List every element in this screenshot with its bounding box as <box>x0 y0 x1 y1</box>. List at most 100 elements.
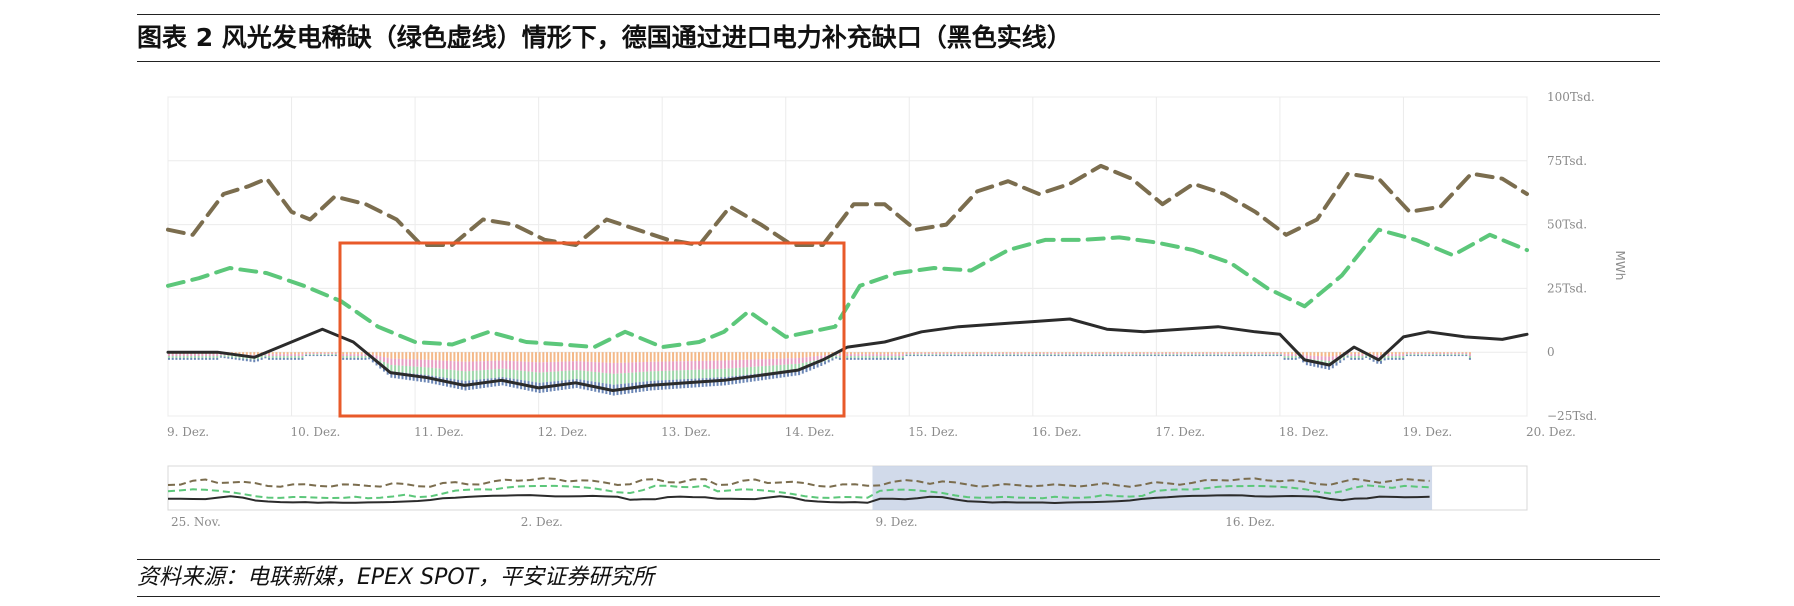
x-tick-label: 9. Dez. <box>167 425 209 439</box>
mix-bar-segment <box>972 352 975 354</box>
mix-bar-segment <box>1265 353 1268 355</box>
mix-bar-segment <box>801 362 804 369</box>
mix-bar-segment <box>334 353 337 355</box>
mix-bar-segment <box>731 368 734 377</box>
mix-bar-segment <box>1417 355 1420 357</box>
mix-bar-segment <box>975 354 978 356</box>
mix-bar-segment <box>1457 353 1460 355</box>
mix-bar-segment <box>275 354 278 357</box>
mix-bar-segment <box>924 352 927 354</box>
mix-bar-segment <box>775 352 778 359</box>
mix-bar-segment <box>568 361 571 371</box>
mix-bar-segment <box>357 357 360 360</box>
navigator-tick-label: 9. Dez. <box>875 515 917 529</box>
mix-bar-segment <box>568 370 571 380</box>
mix-bar-segment <box>379 356 382 361</box>
mix-bar-segment <box>1131 355 1134 357</box>
mix-bar-segment <box>668 370 671 380</box>
mix-bar-segment <box>182 354 185 357</box>
mix-bar-segment <box>883 356 886 358</box>
mix-bar-segment <box>316 354 319 356</box>
mix-bar-segment <box>305 352 308 354</box>
renewables-dashed-line <box>166 227 1529 350</box>
mix-bar-segment <box>968 354 971 356</box>
mix-bar-segment <box>1109 354 1112 356</box>
mix-bar-segment <box>1235 352 1238 354</box>
mix-bar-segment <box>1027 352 1030 354</box>
mix-bar-segment <box>1242 353 1245 355</box>
mix-bar-segment <box>523 361 526 372</box>
mix-bar-segment <box>790 352 793 359</box>
mix-bar-segment <box>1220 353 1223 355</box>
mix-bar-segment <box>942 353 945 355</box>
mix-bar-segment <box>1442 355 1445 357</box>
mix-bar-segment <box>1465 352 1468 354</box>
mix-bar-segment <box>712 352 715 361</box>
mix-bar-segment <box>357 354 360 357</box>
mix-bar-segment <box>701 352 704 361</box>
mix-bar-segment <box>390 352 393 359</box>
mix-bar-segment <box>653 361 656 372</box>
mix-bar-segment <box>1061 355 1064 357</box>
mix-bar-segment <box>1324 352 1327 357</box>
mix-bar-segment <box>305 353 308 355</box>
mix-bar-segment <box>786 364 789 371</box>
mix-bar-segment <box>1424 353 1427 355</box>
mix-bar-segment <box>438 368 441 377</box>
mix-bar-segment <box>657 352 660 362</box>
mix-bar-segment <box>824 352 827 356</box>
mix-bar-segment <box>853 352 856 355</box>
mix-bar-segment <box>1094 352 1097 354</box>
mix-bar-segment <box>1087 355 1090 357</box>
mix-bar-segment <box>234 352 237 355</box>
mix-bar-segment <box>1294 352 1297 355</box>
mix-bar-segment <box>861 357 864 360</box>
mix-bar-segment <box>805 362 808 368</box>
mix-bar-segment <box>1272 355 1275 357</box>
mix-bar-segment <box>1124 355 1127 357</box>
x-tick-label: 20. Dez. <box>1526 425 1576 439</box>
mix-bar-segment <box>531 362 534 372</box>
mix-bar-segment <box>801 352 804 358</box>
mix-bar-segment <box>1220 355 1223 357</box>
mix-bar-segment <box>820 355 823 360</box>
mix-bar-segment <box>464 352 467 362</box>
mix-bar-segment <box>1409 354 1412 356</box>
mix-bar-segment <box>1357 356 1360 358</box>
mix-bar-segment <box>683 361 686 371</box>
mix-bar-segment <box>1087 354 1090 356</box>
mix-bar-segment <box>375 355 378 359</box>
mix-bar-segment <box>560 361 563 372</box>
mix-bar-segment <box>994 353 997 355</box>
mix-bar-segment <box>1035 353 1038 355</box>
mix-bar-segment <box>1176 355 1179 357</box>
mix-bar-segment <box>1398 357 1401 360</box>
y-tick-label: 25Tsd. <box>1547 281 1587 295</box>
mix-bar-segment <box>1083 354 1086 356</box>
mix-bar-segment <box>571 361 574 371</box>
mix-bar-segment <box>931 352 934 354</box>
mix-bar-segment <box>838 357 841 360</box>
mix-bar-segment <box>1313 355 1316 360</box>
mix-bar-segment <box>1076 353 1079 355</box>
mix-bar-segment <box>1250 354 1253 356</box>
mix-bar-segment <box>1183 355 1186 357</box>
mix-bar-segment <box>1239 354 1242 356</box>
mix-bar-segment <box>1190 353 1193 355</box>
mix-bar-segment <box>857 357 860 360</box>
mix-bar-segment <box>835 355 838 357</box>
mix-bar-segment <box>334 355 337 357</box>
mix-bar-segment <box>401 352 404 359</box>
mix-bar-segment <box>342 354 345 357</box>
mix-bar-segment <box>735 360 738 369</box>
mix-bar-segment <box>990 353 993 355</box>
mix-bar-segment <box>1009 354 1012 356</box>
mix-bar-segment <box>205 357 208 360</box>
mix-bar-segment <box>1142 353 1145 355</box>
mix-bar-segment <box>516 352 519 362</box>
mix-bar-segment <box>753 374 756 382</box>
mix-bar-segment <box>527 371 530 382</box>
mix-bar-segment <box>894 356 897 358</box>
mix-bar-segment <box>794 352 797 359</box>
mix-bar-segment <box>1172 352 1175 354</box>
